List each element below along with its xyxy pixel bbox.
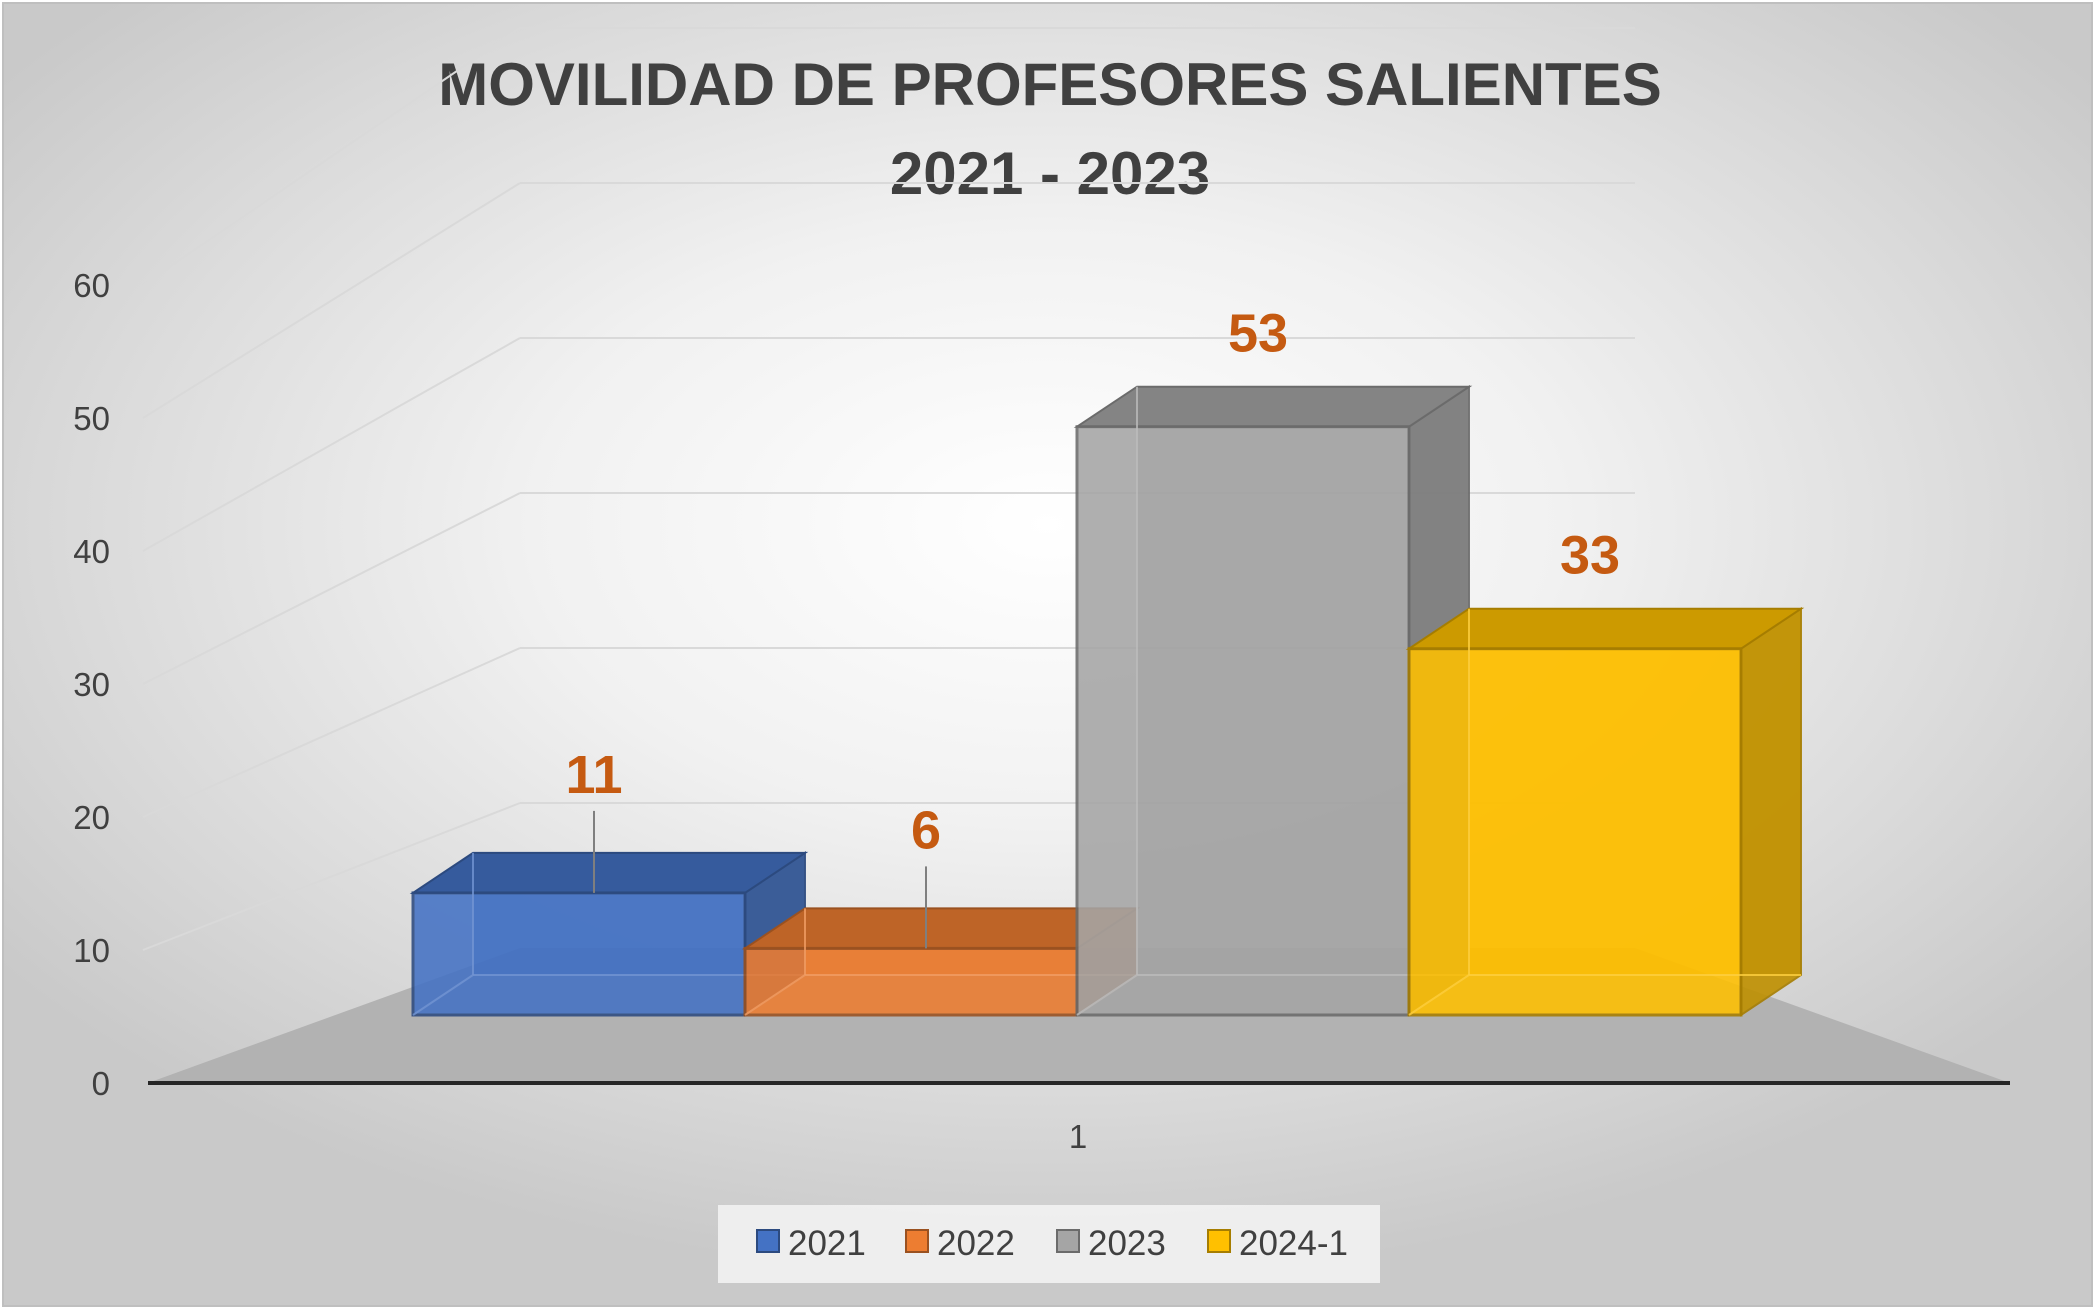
y-tick-label: 40	[73, 533, 110, 570]
chart-title-line: 2021 - 2023	[890, 140, 1210, 207]
bar-inner-edge	[412, 974, 474, 1016]
side-gridline	[142, 492, 521, 685]
legend-swatch	[1056, 1229, 1080, 1253]
side-gridline	[142, 182, 521, 419]
side-gridline	[142, 647, 521, 818]
bars	[409, 384, 1805, 1017]
legend-item[interactable]: 2024-1	[1207, 1224, 1348, 1263]
bar-front-face[interactable]	[1407, 647, 1743, 1017]
bar-front-face[interactable]	[1075, 425, 1411, 1017]
side-gridline	[142, 337, 521, 552]
bar-inner-edge	[1408, 974, 1470, 1016]
bar-inner-edge	[1076, 974, 1138, 1016]
bar-2024-1	[1405, 606, 1805, 1017]
y-axis-ticks: 0 10 20 30 40 50 60	[73, 267, 110, 1102]
bar-top-face	[409, 851, 809, 894]
bar-2022	[741, 906, 1141, 1017]
chart-title: MOVILIDAD DE PROFESORES SALIENTES 2021 - …	[438, 51, 1661, 207]
bar-inner-edge	[744, 974, 806, 1016]
bar-top-face	[1073, 385, 1473, 428]
bar-front-face[interactable]	[743, 946, 1079, 1017]
y-tick-label: 50	[73, 400, 110, 437]
y-tick-label: 30	[73, 666, 110, 703]
legend-label: 2024-1	[1239, 1224, 1348, 1263]
data-label: 33	[1560, 526, 1620, 586]
legend-item[interactable]: 2022	[905, 1224, 1015, 1263]
bar-front-face[interactable]	[411, 891, 747, 1017]
side-gridline	[142, 27, 521, 286]
data-label: 53	[1228, 304, 1288, 364]
y-tick-label: 10	[73, 932, 110, 969]
data-label: 6	[911, 800, 941, 860]
y-tick-label: 60	[73, 267, 110, 304]
legend-label: 2022	[937, 1224, 1015, 1263]
bar-side-face	[1740, 606, 1802, 1017]
legend-swatch	[1207, 1229, 1231, 1253]
legend-label: 2021	[788, 1224, 866, 1263]
data-labels: 11 6 53 33	[565, 304, 1620, 949]
y-tick-label: 0	[92, 1065, 110, 1102]
bar-top-face	[1405, 607, 1805, 650]
chart-title-line: MOVILIDAD DE PROFESORES SALIENTES	[438, 51, 1661, 118]
data-label: 11	[565, 745, 622, 805]
legend-item[interactable]: 2023	[1056, 1224, 1166, 1263]
side-gridline	[142, 802, 521, 951]
legend-box	[718, 1205, 1380, 1283]
legend-swatch	[756, 1229, 780, 1253]
legend-swatch	[905, 1229, 929, 1253]
legend: 2021 2022 2023 2024-1	[718, 1205, 1380, 1283]
x-tick-label: 1	[1069, 1118, 1087, 1155]
legend-item[interactable]: 2021	[756, 1224, 866, 1263]
y-tick-label: 20	[73, 799, 110, 836]
legend-label: 2023	[1088, 1224, 1166, 1263]
